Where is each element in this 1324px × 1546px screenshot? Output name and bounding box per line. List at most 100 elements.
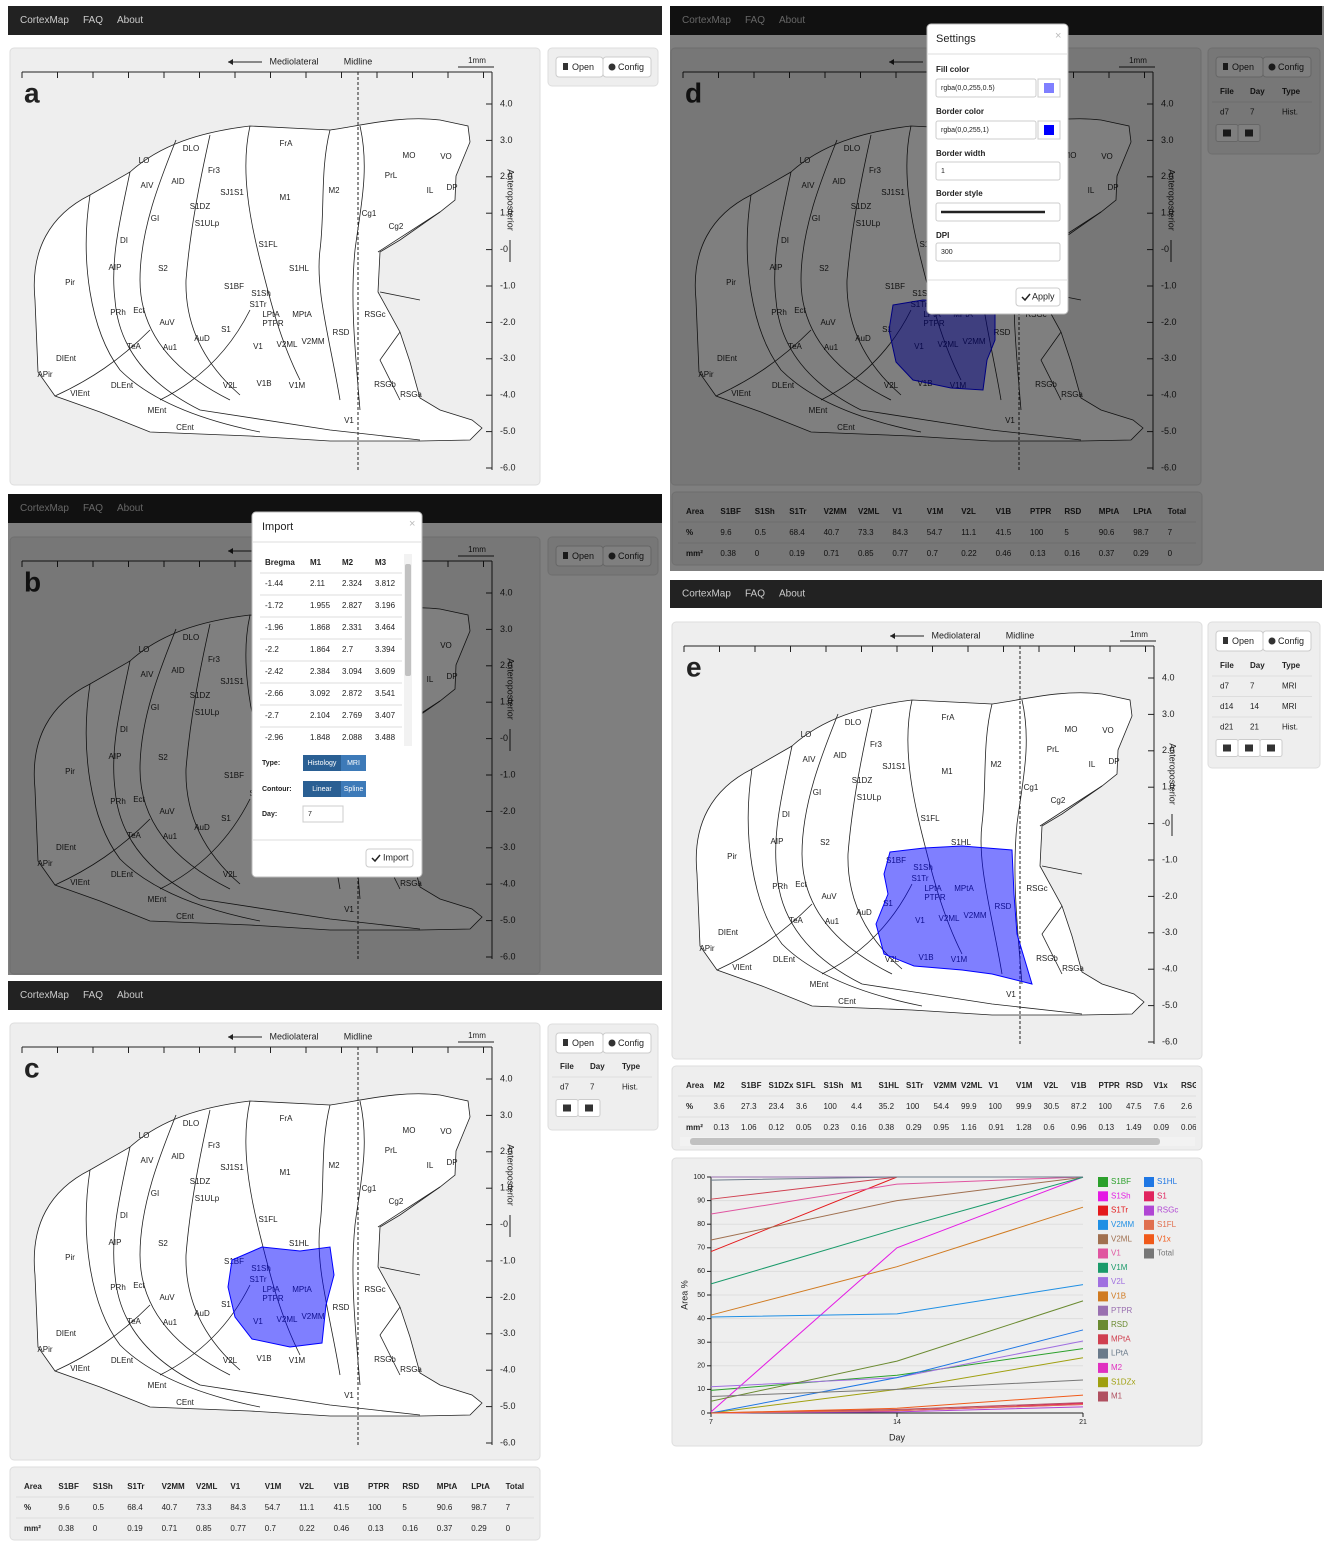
import-cell: 2.104: [310, 711, 331, 720]
toggle-label[interactable]: MRI: [347, 760, 360, 767]
nav-link[interactable]: About: [117, 990, 143, 1001]
region-label: S1FL: [258, 240, 278, 249]
legend-swatch: [1098, 1248, 1108, 1259]
legend-swatch: [1098, 1262, 1108, 1273]
table-header: S1Tr: [127, 1482, 144, 1491]
ap-tick-label: 2.0: [500, 171, 513, 181]
table-header: S1Sh: [824, 1081, 844, 1090]
toggle-label[interactable]: Histology: [308, 760, 337, 767]
nav-link[interactable]: FAQ: [83, 990, 103, 1001]
table-cell: 0.12: [769, 1123, 785, 1132]
y-tick-label: 10: [697, 1386, 705, 1393]
open-icon: [563, 63, 568, 70]
region-label: LO: [139, 156, 150, 165]
table-cell: 3.6: [714, 1102, 726, 1111]
region-label: PrL: [1047, 745, 1060, 754]
region-label: APir: [37, 370, 52, 379]
nav-brand[interactable]: CortexMap: [20, 990, 69, 1001]
table-cell: mm²: [686, 1123, 703, 1132]
midline-label: Midline: [1006, 630, 1035, 640]
nav-brand[interactable]: CortexMap: [20, 15, 69, 26]
legend-swatch: [1144, 1177, 1154, 1187]
table-cell: mm²: [24, 1524, 41, 1533]
table-header: Area: [24, 1482, 42, 1491]
region-label: DLO: [183, 1119, 199, 1128]
legend-swatch: [1144, 1248, 1154, 1259]
file-cell: d7: [1220, 682, 1229, 691]
region-label: GI: [813, 788, 821, 797]
config-icon: [608, 63, 616, 71]
import-cell: -2.7: [265, 711, 279, 720]
input-value[interactable]: rgba(0,0,255,1): [941, 127, 989, 134]
table-cell: 0.23: [824, 1123, 840, 1132]
legend-label: S1BF: [1111, 1177, 1131, 1186]
nav-brand[interactable]: CortexMap: [682, 589, 731, 600]
import-cell: 2.088: [342, 733, 363, 742]
open-label[interactable]: Open: [572, 62, 594, 72]
table-header: S1BF: [58, 1482, 79, 1491]
region-label: RSGb: [1036, 954, 1058, 963]
table-cell: 0.37: [437, 1524, 453, 1533]
ap-tick-label: 3.0: [500, 135, 513, 145]
nav-link[interactable]: About: [117, 15, 143, 26]
file-header: Type: [622, 1062, 641, 1071]
region-label: S1FL: [258, 1215, 278, 1224]
table-cell: 54.4: [934, 1102, 950, 1111]
region-label: Cg1: [362, 209, 377, 218]
region-label: VO: [440, 152, 452, 161]
config-label[interactable]: Config: [618, 62, 644, 72]
table-cell: 0.06: [1181, 1123, 1197, 1132]
import-cell: 1.868: [310, 623, 331, 632]
import-cell: 2.769: [342, 711, 363, 720]
nav-link[interactable]: FAQ: [83, 15, 103, 26]
region-label: V2L: [223, 1356, 238, 1365]
import-cell: 3.464: [375, 623, 396, 632]
region-label: S2: [820, 838, 830, 847]
open-label[interactable]: Open: [1232, 636, 1254, 646]
toggle-label[interactable]: Linear: [312, 786, 332, 793]
table-cell: 0.96: [1071, 1123, 1087, 1132]
series-line: [710, 1394, 1084, 1414]
table-cell: 1.06: [741, 1123, 757, 1132]
input-value[interactable]: 1: [941, 168, 945, 175]
nav-link[interactable]: FAQ: [745, 589, 765, 600]
region-label: AIP: [109, 263, 122, 272]
selection-overlay: [875, 845, 1033, 985]
open-label[interactable]: Open: [572, 1038, 594, 1048]
table-header: S1FL: [796, 1081, 816, 1090]
navbar: [8, 6, 662, 35]
import-label[interactable]: Import: [383, 852, 409, 862]
input-value[interactable]: rgba(0,0,255,0.5): [941, 85, 995, 92]
nav-link[interactable]: About: [779, 589, 805, 600]
table-header: M1: [851, 1081, 863, 1090]
ap-tick-label: 4.0: [1162, 672, 1175, 682]
ap-tick-label: -1.0: [500, 280, 516, 290]
region-label: RSGc: [364, 310, 385, 319]
close-button[interactable]: ×: [409, 518, 415, 530]
config-label[interactable]: Config: [1278, 636, 1304, 646]
region-border: [1014, 699, 1027, 985]
file-cell: 21: [1250, 723, 1259, 732]
apply-label[interactable]: Apply: [1032, 291, 1055, 301]
region-label: PRh: [772, 882, 788, 891]
ap-tick-label: -0: [500, 1219, 508, 1229]
panel-letter: c: [24, 1052, 40, 1083]
config-icon: [608, 1039, 616, 1047]
import-cell: -2.96: [265, 733, 284, 742]
toggle-label[interactable]: Spline: [344, 786, 364, 793]
input-value[interactable]: 300: [941, 249, 953, 256]
legend-swatch: [1098, 1305, 1108, 1316]
icon: [1223, 744, 1231, 752]
option-label: Type:: [262, 760, 280, 767]
field-label: Border width: [936, 149, 985, 158]
table-cell: %: [686, 1102, 693, 1111]
close-button[interactable]: ×: [1055, 30, 1061, 42]
config-label[interactable]: Config: [618, 1038, 644, 1048]
region-label: MEnt: [148, 1381, 167, 1390]
file-cell: 14: [1250, 702, 1259, 711]
legend-label: S1Sh: [1111, 1191, 1131, 1200]
region-label: DLO: [845, 718, 861, 727]
table-cell: 0.29: [906, 1123, 922, 1132]
region-border: [85, 1169, 261, 1408]
region-label: GI: [151, 1189, 159, 1198]
